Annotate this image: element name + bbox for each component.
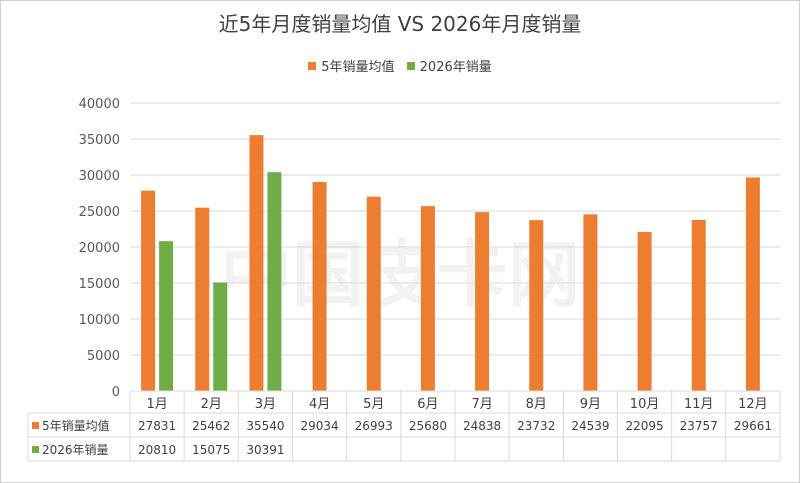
y-tick-label: 30000 — [79, 169, 120, 184]
chart-legend: 5年销量均值 2026年销量 — [0, 56, 800, 75]
legend-label-series-1: 5年销量均值 — [321, 60, 395, 75]
table-cell-value: 29661 — [734, 419, 772, 433]
legend-label-series-2: 2026年销量 — [419, 60, 492, 75]
table-cell-value: 24539 — [571, 419, 609, 433]
table-row-label: 5年销量均值 — [42, 418, 110, 433]
bar-series-1 — [249, 135, 264, 391]
bar-series-1 — [529, 220, 544, 391]
x-tick-label: 5月 — [363, 397, 384, 412]
legend-swatch-series-2 — [406, 61, 415, 70]
legend-item-series-1: 5年销量均值 — [308, 56, 395, 75]
y-tick-label: 25000 — [79, 205, 120, 220]
table-cell-value: 20810 — [138, 443, 176, 457]
table-cell-value: 25680 — [409, 419, 447, 433]
table-cell-value: 22095 — [625, 419, 663, 433]
table-cell-value: 29034 — [300, 419, 338, 433]
y-tick-label: 5000 — [87, 349, 120, 364]
x-tick-label: 9月 — [580, 397, 601, 412]
chart-title: 近5年月度销量均值 VS 2026年月度销量 — [218, 12, 582, 36]
bar-series-1 — [141, 190, 156, 391]
bar-series-1 — [745, 177, 760, 391]
data-table: 1月 2月 3月 4月 5月 6月 7月 8月 9月 10月 11月 12月 5年销量均值 27831 25… — [27, 390, 781, 462]
table-cell-value: 26993 — [355, 419, 393, 433]
x-tick-label: 2月 — [201, 397, 222, 412]
table-cell-value: 15075 — [192, 443, 230, 457]
bar-series-1 — [691, 219, 706, 391]
bar-series-1 — [475, 212, 490, 391]
table-cell-value: 23757 — [680, 419, 718, 433]
y-tick-label: 0 — [112, 385, 120, 400]
bar-series-2 — [267, 172, 282, 391]
table-cell-value: 30391 — [246, 443, 284, 457]
x-tick-label: 4月 — [309, 397, 330, 412]
x-tick-label: 3月 — [255, 397, 276, 412]
table-cell-value: 35540 — [246, 419, 284, 433]
y-tick-label: 20000 — [79, 241, 120, 256]
table-row-label: 2026年销量 — [42, 443, 109, 457]
bars — [141, 135, 760, 391]
legend-swatch-series-1 — [308, 61, 317, 70]
bar-series-1 — [366, 196, 381, 391]
bar-series-1 — [583, 214, 598, 391]
y-tick-label: 15000 — [79, 277, 120, 292]
table-cell-value: 24838 — [463, 419, 501, 433]
y-tick-label: 40000 — [79, 97, 120, 112]
gridlines — [130, 102, 780, 392]
table-cell-value: 23732 — [517, 419, 555, 433]
bar-series-2 — [213, 282, 228, 391]
y-tick-label: 35000 — [79, 133, 120, 148]
y-tick-label: 10000 — [79, 313, 120, 328]
table-cell-value: 27831 — [138, 419, 176, 433]
legend-item-series-2: 2026年销量 — [406, 56, 492, 75]
bar-series-1 — [312, 181, 327, 391]
x-tick-label: 6月 — [417, 397, 438, 412]
bar-series-1 — [637, 231, 652, 391]
bar-series-2 — [159, 241, 174, 391]
table-legend-key — [32, 422, 39, 429]
x-tick-label: 8月 — [526, 397, 547, 412]
x-tick-label: 11月 — [684, 397, 714, 412]
table-cell-value: 25462 — [192, 419, 230, 433]
y-axis-ticks: 0 5000 10000 15000 20000 25000 30000 35000 40000 — [79, 97, 120, 400]
x-tick-label: 1月 — [146, 397, 167, 412]
table-legend-key — [32, 446, 39, 453]
x-tick-label: 7月 — [471, 397, 492, 412]
bar-series-1 — [420, 206, 435, 391]
x-tick-label: 12月 — [738, 397, 768, 412]
x-tick-label: 10月 — [630, 397, 660, 412]
bar-series-1 — [195, 207, 210, 391]
